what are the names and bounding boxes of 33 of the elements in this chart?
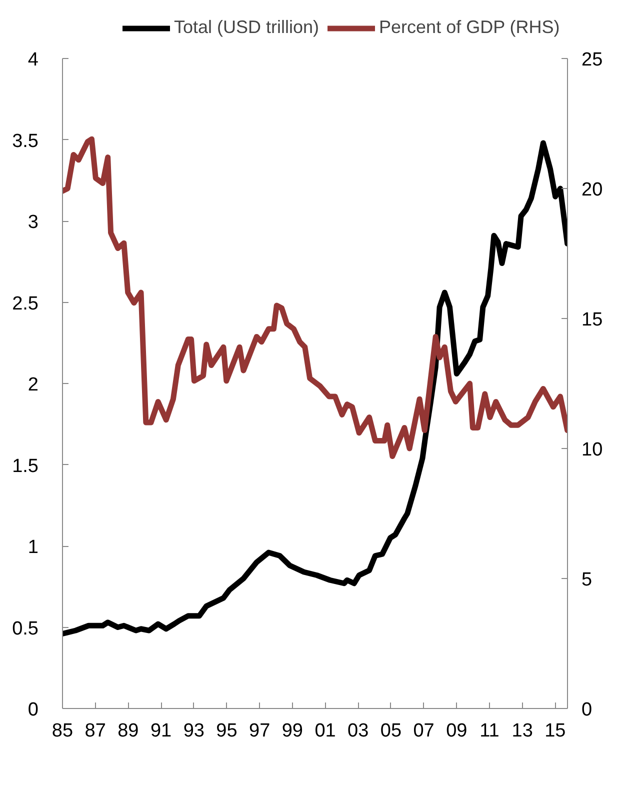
x-tick-label: 95 (216, 720, 238, 742)
x-tick-label: 85 (52, 720, 74, 742)
x-tick-label: 09 (446, 720, 468, 742)
y2-tick-label: 25 (582, 50, 603, 70)
y-tick-label: 3.5 (12, 130, 39, 152)
legend-label: Percent of GDP (RHS) (379, 17, 560, 38)
x-tick-label: 15 (544, 720, 566, 742)
y2-tick-label: 5 (582, 570, 592, 590)
y-tick-label: 0.5 (12, 618, 39, 640)
x-tick-label: 87 (84, 720, 106, 742)
x-tick-label: 89 (118, 720, 139, 742)
x-tick-label: 91 (150, 720, 172, 742)
y-tick-label: 1.5 (12, 456, 39, 477)
y2-tick-label: 0 (582, 700, 592, 720)
x-tick-label: 93 (183, 720, 204, 742)
y-tick-label: 2 (28, 374, 39, 396)
x-tick-label: 05 (380, 720, 402, 742)
x-tick-label: 99 (282, 720, 303, 742)
legend-label: Total (USD trillion) (174, 17, 320, 38)
x-tick-label: 07 (413, 720, 434, 742)
x-tick-label: 03 (348, 720, 369, 742)
x-tick-label: 01 (314, 720, 336, 742)
x-tick-label: 13 (512, 720, 533, 742)
y-tick-label: 0 (28, 700, 39, 720)
x-tick-label: 11 (480, 720, 500, 742)
y-tick-label: 3 (28, 212, 39, 233)
x-tick-label: 97 (249, 720, 270, 742)
y-tick-label: 2.5 (12, 293, 39, 314)
y2-tick-label: 10 (582, 440, 603, 460)
y-tick-label: 4 (28, 50, 39, 70)
y2-tick-label: 20 (582, 180, 603, 200)
y2-tick-label: 15 (582, 310, 603, 330)
y-tick-label: 1 (28, 537, 39, 558)
